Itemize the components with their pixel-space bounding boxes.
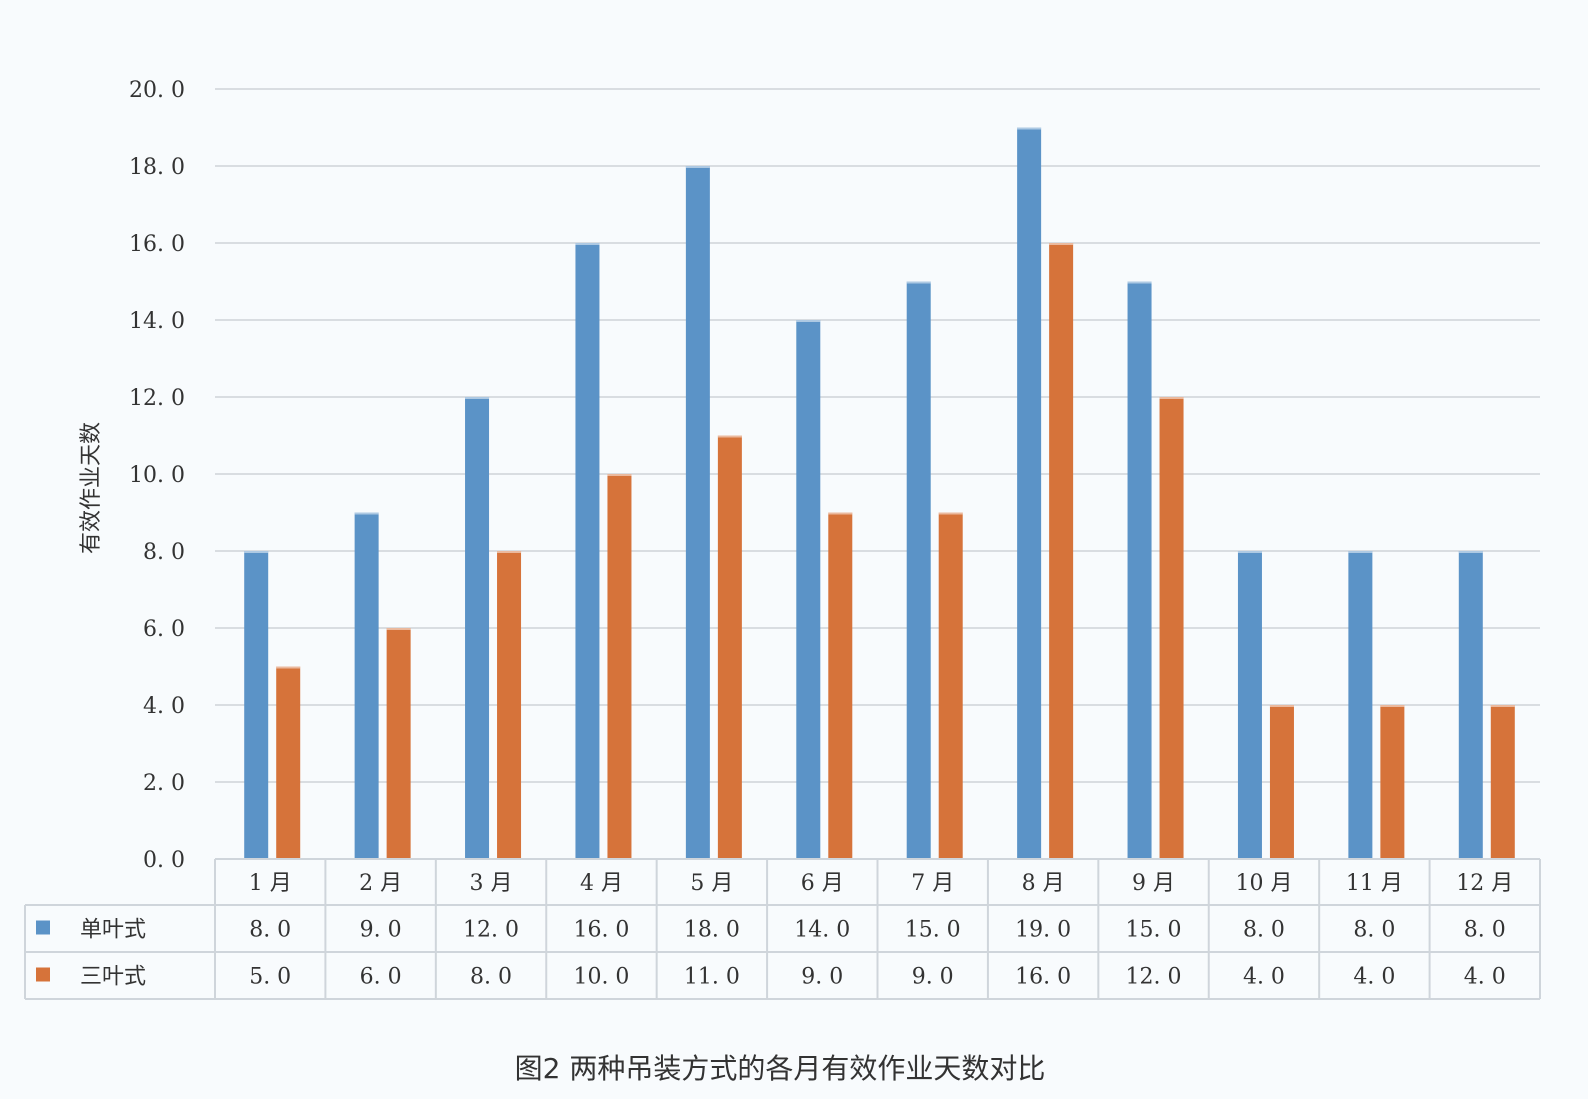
data-label: 15. 0 <box>1126 918 1182 943</box>
bar-series1 <box>1127 281 1152 859</box>
bar-series2 <box>386 628 411 859</box>
bar-series2 <box>276 666 301 859</box>
x-tick-label: 6 月 <box>801 871 844 896</box>
bar-series2 <box>1159 397 1184 859</box>
y-tick-label: 6. 0 <box>143 617 185 642</box>
bar-series1 <box>465 397 490 859</box>
x-tick-label: 1 月 <box>249 871 292 896</box>
y-tick-label: 14. 0 <box>129 309 185 334</box>
x-tick-label: 7 月 <box>911 871 954 896</box>
data-label: 4. 0 <box>1353 965 1395 990</box>
bar-series2 <box>497 551 522 859</box>
y-tick-label: 20. 0 <box>129 78 185 103</box>
bar-series2 <box>1490 705 1515 859</box>
figure-caption: 图2 两种吊装方式的各月有效作业天数对比 <box>515 1052 1046 1085</box>
data-label: 19. 0 <box>1015 918 1071 943</box>
data-label: 18. 0 <box>684 918 740 943</box>
legend-swatch <box>36 920 50 935</box>
data-label: 9. 0 <box>912 965 954 990</box>
gridlines <box>215 88 1540 860</box>
y-tick-label: 16. 0 <box>129 232 185 257</box>
legend-label: 单叶式 <box>80 918 146 943</box>
data-label: 5. 0 <box>249 965 291 990</box>
y-tick-label: 10. 0 <box>129 463 185 488</box>
bar-series1 <box>685 166 710 859</box>
data-label: 8. 0 <box>1464 918 1506 943</box>
data-label: 9. 0 <box>801 965 843 990</box>
bar-series1 <box>1017 127 1042 859</box>
bar-series2 <box>717 435 742 859</box>
data-label: 12. 0 <box>1126 965 1182 990</box>
bar-series1 <box>244 551 269 859</box>
x-tick-label: 4 月 <box>580 871 623 896</box>
x-tick-label: 10 月 <box>1235 871 1292 896</box>
bar-series2 <box>938 512 963 859</box>
bar-series2 <box>607 474 632 859</box>
x-tick-label: 3 月 <box>470 871 513 896</box>
data-table: 1 月 2 月 3 月 4 月 5 月 6 月 7 月 8 月 9 月 10 月 11 月 12 月单… <box>24 858 1541 1000</box>
data-label: 10. 0 <box>573 965 629 990</box>
bar-series1 <box>1458 551 1483 859</box>
data-label: 12. 0 <box>463 918 519 943</box>
data-label: 6. 0 <box>360 965 402 990</box>
bar-series1 <box>354 512 379 859</box>
x-tick-label: 12 月 <box>1456 871 1513 896</box>
bar-series1 <box>796 320 821 859</box>
legend-swatch <box>36 967 50 982</box>
data-label: 14. 0 <box>794 918 850 943</box>
bar-series1 <box>1348 551 1373 859</box>
data-label: 8. 0 <box>1243 918 1285 943</box>
x-tick-label: 2 月 <box>359 871 402 896</box>
data-label: 9. 0 <box>360 918 402 943</box>
bar-series1 <box>1237 551 1262 859</box>
bar-series1 <box>906 281 931 859</box>
bar-series2 <box>1049 243 1074 859</box>
y-tick-label: 0. 0 <box>143 848 185 873</box>
y-axis-title: 有效作业天数 <box>79 422 104 554</box>
y-axis-ticks: 0. 0 2. 0 4. 0 6. 0 8. 0 10. 0 12. 0 14. 0 16. 0… <box>129 78 185 873</box>
y-tick-label: 8. 0 <box>143 540 185 565</box>
data-label: 4. 0 <box>1243 965 1285 990</box>
y-tick-label: 12. 0 <box>129 386 185 411</box>
y-tick-label: 18. 0 <box>129 155 185 180</box>
bar-series2 <box>828 512 853 859</box>
legend-label: 三叶式 <box>80 965 146 990</box>
bars <box>244 127 1515 859</box>
y-tick-label: 4. 0 <box>143 694 185 719</box>
bar-series1 <box>575 243 600 859</box>
data-label: 8. 0 <box>1353 918 1395 943</box>
x-tick-label: 5 月 <box>690 871 733 896</box>
bar-series2 <box>1380 705 1405 859</box>
data-label: 16. 0 <box>573 918 629 943</box>
data-label: 4. 0 <box>1464 965 1506 990</box>
data-label: 16. 0 <box>1015 965 1071 990</box>
x-tick-label: 8 月 <box>1022 871 1065 896</box>
bar-series2 <box>1269 705 1294 859</box>
x-tick-label: 9 月 <box>1132 871 1175 896</box>
data-label: 15. 0 <box>905 918 961 943</box>
x-tick-label: 11 月 <box>1346 871 1403 896</box>
data-label: 8. 0 <box>470 965 512 990</box>
data-label: 11. 0 <box>684 965 740 990</box>
data-label: 8. 0 <box>249 918 291 943</box>
y-tick-label: 2. 0 <box>143 771 185 796</box>
